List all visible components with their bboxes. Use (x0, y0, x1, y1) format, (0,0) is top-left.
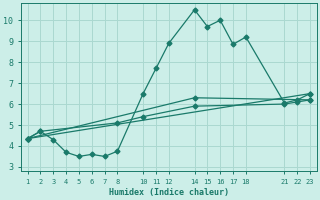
X-axis label: Humidex (Indice chaleur): Humidex (Indice chaleur) (109, 188, 229, 197)
